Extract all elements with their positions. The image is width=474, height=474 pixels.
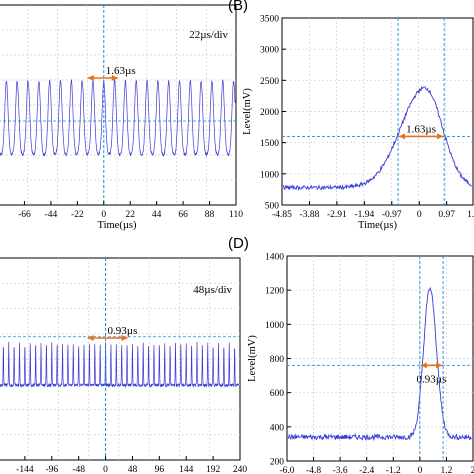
panel-c-x-tick-label: 0 bbox=[103, 465, 108, 474]
panel-c-x-tick-label: 240 bbox=[233, 465, 248, 474]
panel-a-x-tick-label: 44 bbox=[152, 210, 162, 220]
panel-c-x-tick-label: 96 bbox=[155, 465, 165, 474]
panel-b-x-tick-label: 0 bbox=[417, 210, 422, 220]
panel-d-y-tick-label: 1400 bbox=[265, 253, 284, 263]
panel-d-width-label: 0.93µs bbox=[417, 373, 447, 385]
panel-b-x-tick-label: -1.94 bbox=[354, 210, 374, 220]
panel-b-x-tick-label: -4.85 bbox=[272, 210, 292, 220]
panel-c-x-tick-label: -144 bbox=[16, 465, 34, 474]
panel-b-x-tick-label: -3.88 bbox=[300, 210, 320, 220]
panel-a-x-tick-label: 66 bbox=[178, 210, 188, 220]
panel-b-y-tick-label: 1000 bbox=[260, 170, 279, 180]
panel-b-y-tick-label: 3500 bbox=[260, 15, 279, 25]
panel-b-y-tick-label: 1500 bbox=[260, 139, 279, 149]
panel-a-timebase-label: 22µs/div bbox=[189, 29, 228, 41]
panel-a-x-tick-label: 88 bbox=[205, 210, 215, 220]
panel-b-y-tick-label: 500 bbox=[265, 202, 280, 212]
panel-d-y-tick-label: 600 bbox=[270, 389, 285, 399]
panel-d-x-tick-label: 0 bbox=[417, 466, 422, 474]
panel-d-arrowhead-left bbox=[420, 362, 427, 369]
panel-a-arrowhead-left bbox=[87, 75, 94, 81]
panel-c-x-tick-label: 144 bbox=[179, 465, 194, 474]
panel-d-y-axis-label: Level(mV) bbox=[247, 335, 258, 382]
panel-a-width-label: 1.63µs bbox=[106, 65, 136, 77]
panel-c-x-tick-label: 48 bbox=[128, 465, 138, 474]
panel-b-x-tick-label: 1.9 bbox=[467, 210, 474, 220]
panel-b-y-axis-label: Level(mV) bbox=[242, 88, 253, 135]
panel-b-y-tick-label: 2000 bbox=[260, 108, 279, 118]
panel-b-x-tick-label: 0.97 bbox=[438, 210, 455, 220]
panel-a-arrowhead-right bbox=[111, 75, 118, 81]
panel-a-x-tick-label: 0 bbox=[101, 210, 106, 220]
panel-d-y-tick-label: 800 bbox=[270, 355, 285, 365]
panel-label-d: (D) bbox=[228, 235, 249, 252]
panel-b-arrowhead-left bbox=[399, 133, 406, 140]
panel-b-y-tick-label: 2500 bbox=[260, 77, 279, 87]
panel-c-pulse-train-series bbox=[0, 341, 240, 389]
panel-b-arrowhead-right bbox=[437, 133, 444, 140]
panel-c-arrowhead-left bbox=[87, 335, 94, 341]
panel-b-pulse-series bbox=[282, 85, 472, 192]
panel-b-width-label: 1.63µs bbox=[406, 123, 436, 135]
panel-d-x-tick-label: 2 bbox=[471, 466, 474, 474]
panel-b-x-tick-label: -2.91 bbox=[327, 210, 347, 220]
panel-c-x-tick-label: -48 bbox=[72, 465, 85, 474]
panel-d-x-tick-label: -1.2 bbox=[386, 466, 401, 474]
panel-d-x-tick-label: -6.0 bbox=[279, 466, 294, 474]
panel-d-y-tick-label: 1200 bbox=[265, 287, 284, 297]
panel-a-x-tick-label: -44 bbox=[45, 210, 58, 220]
panel-a-x-tick-label: -66 bbox=[18, 210, 31, 220]
panel-c-timebase-label: 48µs/div bbox=[193, 284, 232, 296]
panel-d-arrowhead-right bbox=[436, 362, 443, 369]
panel-d-x-tick-label: -3.6 bbox=[333, 466, 348, 474]
panel-d-y-tick-label: 200 bbox=[270, 458, 285, 468]
panel-a-x-tick-label: 110 bbox=[229, 210, 243, 220]
panel-c-arrowhead-right bbox=[121, 335, 128, 341]
panel-a-x-tick-label: 22 bbox=[125, 210, 135, 220]
panel-b-x-axis-label: Time(µs) bbox=[358, 220, 397, 231]
panel-b-x-tick-label: -0.97 bbox=[382, 210, 402, 220]
panel-d-pulse-series bbox=[287, 286, 472, 442]
panel-c-x-tick-label: 192 bbox=[206, 465, 221, 474]
panel-c-width-label: 0.93µs bbox=[108, 325, 138, 337]
panel-d-y-tick-label: 1000 bbox=[265, 321, 284, 331]
panel-a-x-tick-label: -22 bbox=[71, 210, 84, 220]
panel-d-y-tick-label: 400 bbox=[270, 423, 285, 433]
panel-label-b: (B) bbox=[228, 0, 248, 14]
panel-a-pulse-train-series bbox=[0, 78, 236, 158]
panel-b-y-tick-label: 3000 bbox=[260, 46, 279, 56]
panel-d-x-tick-label: -4.8 bbox=[306, 466, 321, 474]
panel-d-x-tick-label: -2.4 bbox=[359, 466, 374, 474]
panel-c-x-tick-label: -96 bbox=[45, 465, 58, 474]
panel-a-x-axis-label: Time(µs) bbox=[98, 220, 137, 231]
panel-d-x-tick-label: 1.2 bbox=[440, 466, 452, 474]
